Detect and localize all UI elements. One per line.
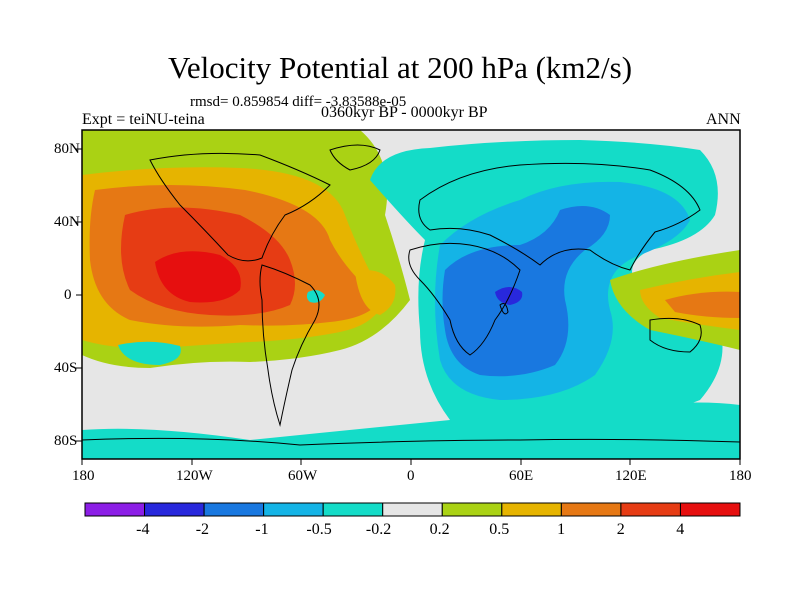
contour-level-neg0.2-south-pacific [118,341,181,365]
contour-level-neg2 [495,287,523,305]
season-label: ANN [706,111,741,128]
lon-label-120e: 120E [615,468,647,484]
colorbar-swatch [620,502,681,517]
colorbar-swatch [382,502,443,517]
colorbar-swatch [560,502,622,517]
colorbar-swatch [263,502,324,517]
colorbar-swatch [501,502,562,517]
colorbar-label: 1 [557,521,566,538]
colorbar-label: 0.5 [489,521,510,538]
contour-level-1-west-pacific [665,291,740,318]
colorbar-label: 4 [676,521,685,538]
colorbar-swatch [84,502,146,517]
lon-label-180e: 180 [729,468,752,484]
axis-ticks [76,148,741,465]
coastlines [82,144,740,446]
contour-level-4 [155,251,241,303]
lat-label-80n: 80N [54,141,80,157]
contour-level-neg0.2-atlantic-small [306,290,325,303]
lat-label-80s: 80S [54,433,78,449]
lat-label-0: 0 [64,287,72,303]
colorbar-label: 0.2 [429,521,450,538]
colorbar [84,502,741,517]
colorbar-swatch [144,502,205,517]
contour-level-neg0.2-antarctic [82,402,740,459]
lon-label-60e: 60E [509,468,534,484]
colorbar-swatch [203,502,265,517]
period-label: 0360kyr BP - 0000kyr BP [321,104,488,121]
lat-label-40n: 40N [54,214,80,230]
lat-label-40s: 40S [54,360,78,376]
contour-fill [82,130,740,459]
colorbar-swatch [322,502,384,517]
lon-label-180w: 180 [72,468,95,484]
lon-label-120w: 120W [176,468,213,484]
colorbar-label: -4 [136,521,150,538]
colorbar-label: -1 [255,521,269,538]
colorbar-swatch [441,502,503,517]
colorbar-label: -0.2 [365,521,392,538]
colorbar-label: -2 [195,521,210,538]
colorbar-swatch [679,502,741,517]
experiment-label: Expt = teiNU-teina [82,111,205,128]
contour-level-0.5-atlantic [355,270,396,315]
colorbar-label: -0.5 [306,521,332,538]
chart-title: Velocity Potential at 200 hPa (km2/s) [167,50,633,85]
stats-label: rmsd= 0.859854 diff= -3.83588e-05 [190,94,407,110]
lon-label-60w: 60W [288,468,318,484]
lon-label-0: 0 [407,468,415,484]
contour-level-neg1 [442,206,610,377]
colorbar-label: 2 [616,521,625,538]
